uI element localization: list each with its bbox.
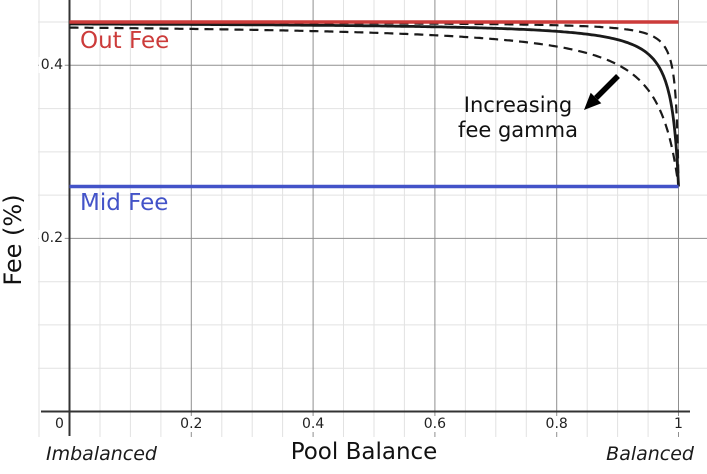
fee-curve-solid-0.012 (69, 22, 680, 187)
y-tick-label: 0.2 (38, 230, 65, 246)
x-tick-label: 0 (53, 416, 66, 432)
annotation-arrow-head (584, 92, 602, 110)
x-tick-label: 0.6 (421, 416, 449, 432)
y-tick-label: 0.4 (38, 57, 65, 73)
fee-gamma-annotation: Increasing fee gamma (446, 93, 590, 143)
annotation-line-2: fee gamma (458, 118, 578, 142)
x-tick-label: 0.8 (543, 416, 570, 432)
fee-curve-dashed-0.035 (69, 26, 680, 187)
y-axis-title: Fee (%) (0, 194, 27, 286)
mid-fee-label: Mid Fee (80, 190, 169, 216)
x-axis-left-annotation: Imbalanced (46, 443, 157, 465)
x-axis-right-annotation: Balanced (606, 443, 694, 465)
x-tick-label: 1 (672, 416, 685, 432)
annotation-arrow-shaft (594, 74, 620, 100)
x-tick-label: 0.4 (299, 416, 327, 432)
x-axis-title: Pool Balance (290, 439, 438, 465)
out-fee-label: Out Fee (80, 28, 170, 54)
x-tick-label: 0.2 (178, 416, 205, 432)
annotation-line-1: Increasing (463, 93, 573, 117)
